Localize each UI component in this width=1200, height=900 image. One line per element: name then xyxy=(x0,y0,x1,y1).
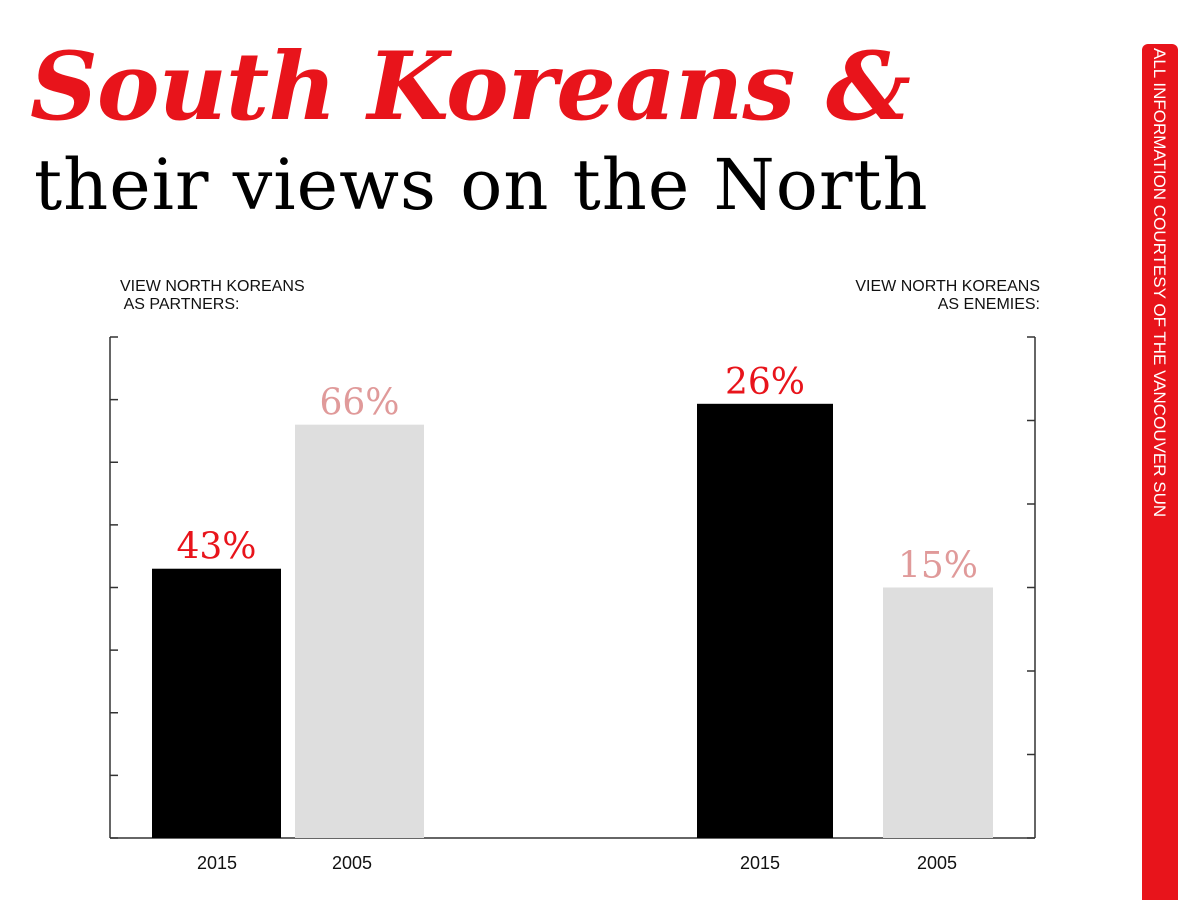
partners-chart-title: VIEW NORTH KOREANS AS PARTNERS: xyxy=(120,278,305,313)
partners-category-label-2015: 2015 xyxy=(197,853,237,873)
enemies-value-label-2015: 26% xyxy=(725,362,805,403)
partners-value-label-2015: 43% xyxy=(176,527,256,568)
partners-value-label-2005: 66% xyxy=(319,383,399,424)
title-line-1: South Koreans & xyxy=(30,32,911,142)
title-line-2: their views on the North xyxy=(34,144,929,226)
enemies-chart-title: VIEW NORTH KOREANS AS ENEMIES: xyxy=(855,278,1040,313)
enemies-category-label-2015: 2015 xyxy=(740,853,780,873)
enemies-bar-2015 xyxy=(697,403,833,838)
enemies-bar-2005 xyxy=(883,587,993,838)
partners-category-label-2005: 2005 xyxy=(332,853,372,873)
partners-bar-2015 xyxy=(152,568,281,838)
enemies-value-label-2005: 15% xyxy=(898,546,978,587)
partners-bar-2005 xyxy=(295,424,424,838)
enemies-category-label-2005: 2005 xyxy=(917,853,957,873)
source-strip xyxy=(1142,44,1178,900)
